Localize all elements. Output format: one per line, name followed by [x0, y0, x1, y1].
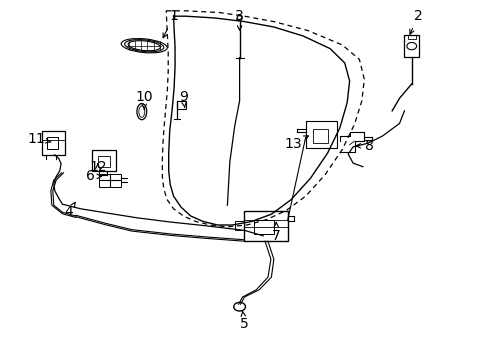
Text: 4: 4	[64, 202, 75, 219]
Bar	[407, 35, 415, 39]
Bar	[41, 131, 65, 155]
Bar	[312, 129, 327, 143]
Bar	[243, 211, 287, 241]
Text: 5: 5	[240, 311, 248, 331]
Text: 9: 9	[179, 90, 187, 107]
Text: 8: 8	[355, 139, 373, 153]
Bar	[177, 101, 185, 109]
Bar	[254, 220, 273, 234]
Text: 11: 11	[28, 132, 51, 145]
Text: 2: 2	[409, 9, 422, 34]
Bar	[92, 150, 116, 171]
Text: 6: 6	[86, 170, 101, 183]
Text: 7: 7	[271, 222, 280, 243]
Text: 13: 13	[284, 136, 308, 151]
Bar	[404, 35, 418, 57]
Text: 1: 1	[163, 9, 178, 38]
Bar	[99, 174, 121, 187]
Bar	[47, 137, 58, 149]
Bar	[305, 121, 337, 148]
Bar	[98, 156, 110, 167]
Bar	[234, 221, 244, 230]
Text: 10: 10	[135, 90, 153, 110]
Text: 3: 3	[235, 9, 244, 30]
Text: 12: 12	[89, 161, 106, 174]
